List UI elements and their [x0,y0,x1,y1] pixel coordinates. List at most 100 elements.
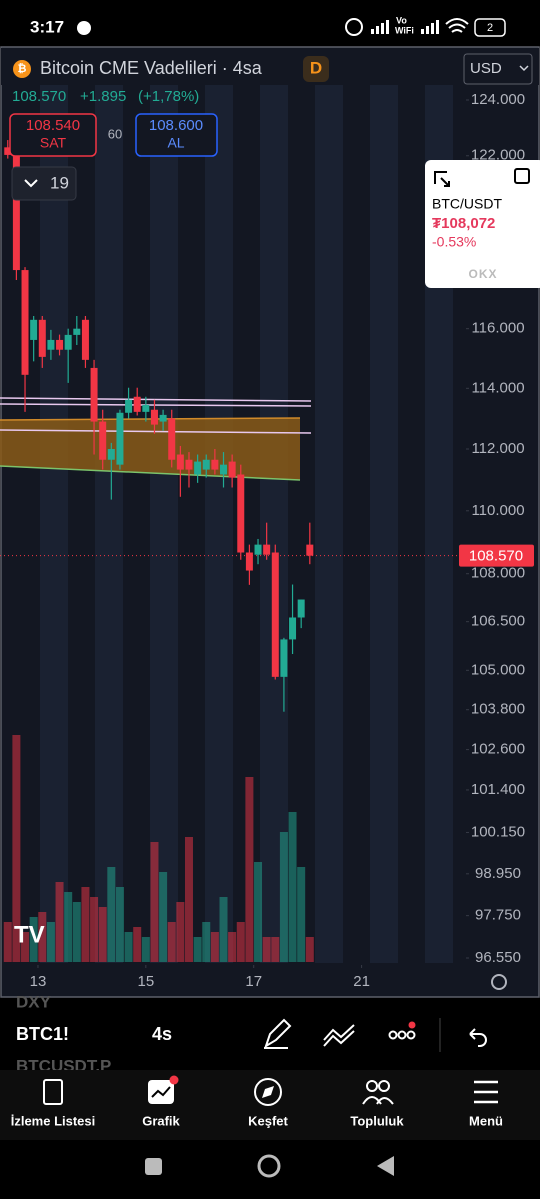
y-tick-label: 122.000 [471,147,525,164]
wifi-icon [445,18,469,33]
btc-glyph: ₿ [18,63,27,75]
change-pct: (+1,78%) [138,88,199,105]
candle-body [142,404,150,412]
candle-body [12,147,20,271]
candle-body [133,396,141,412]
y-tick-label: 103.800 [471,701,525,718]
draw-tool[interactable] [264,1018,292,1049]
popup[interactable] [425,160,540,288]
nav-label: İzleme Listesi [11,1113,96,1128]
volume-bar [64,892,73,962]
volume-bar [55,882,64,962]
nav-label: Topluluk [350,1113,404,1128]
badge: D [310,58,322,77]
volume-bar [124,932,133,962]
popup-symbol: BTC/USDT [432,196,502,212]
currency-select[interactable] [463,53,533,85]
lines-tool[interactable] [323,1024,355,1047]
candle-body [47,339,55,350]
volume-bar [193,937,202,962]
indicators [0,397,312,481]
price-axis: 124.000 122.000 116.000 114.000 112.000 110.0… [0,91,534,966]
recents[interactable] [145,1158,162,1175]
nav-label: Keşfet [248,1113,288,1128]
candle-body [176,454,184,470]
popup-price: ₮108,072 [432,215,495,232]
candle-body [245,552,253,571]
menu-icon[interactable] [474,1080,498,1104]
time: 3:17 [30,17,64,36]
y-tick-label: 98.950 [475,865,521,882]
x-tick-label: 21 [353,973,370,990]
last-price-label: 108.570 [469,548,523,565]
back[interactable] [377,1156,394,1176]
volume-bar [271,937,280,962]
volume-bar [202,922,211,962]
spread: 60 [108,126,122,141]
expand-icon[interactable] [514,168,530,184]
header-bg [1,48,539,85]
signal [421,20,439,34]
y-tick-label: 116.000 [471,320,524,337]
chevron [519,65,529,72]
candle-body [73,328,81,335]
community-icon[interactable] [362,1080,394,1105]
buy-label: AL [167,135,184,151]
undo[interactable] [469,1028,487,1047]
volume-bar [12,735,21,962]
volume-bar [219,897,228,962]
candle-layer [4,140,314,712]
watchlist-icon[interactable] [43,1079,63,1105]
app-icon [77,21,91,35]
y-tick-label: 100.150 [471,823,525,840]
icon [345,18,363,36]
volume-bar [167,922,176,962]
chart-glyph [151,1086,171,1098]
more-tool[interactable] [388,1030,416,1040]
symbol[interactable]: BTC1! [16,1024,69,1044]
volume-bar [210,932,219,962]
buy-price: 108.600 [149,117,203,134]
candle-body [237,474,245,553]
candle-body [81,319,89,360]
candle-body [228,461,236,478]
volume-bar [262,937,271,962]
candle-body [116,412,124,465]
volume-bar [254,862,263,962]
candle-body [194,461,202,475]
notification-dot [408,1021,416,1029]
volume-bar [297,867,306,962]
volume-bar [81,887,90,962]
buy-button[interactable] [135,113,218,157]
battery-level: 2 [487,22,493,34]
volume-bar [245,777,254,962]
explore-icon[interactable] [254,1078,282,1106]
nav-label: Menü [469,1113,503,1128]
popup-icon[interactable] [434,171,450,187]
y-tick-label: 124.000 [471,91,525,108]
volume-bar [38,912,47,962]
home[interactable] [257,1154,281,1178]
volume-bar [72,902,81,962]
volume-bar [29,917,38,962]
candle-body [280,639,288,677]
volume-bar [90,897,99,962]
volume-bar [288,812,297,962]
chart-icon[interactable] [148,1080,174,1104]
popup-change: -0.53% [432,234,476,250]
notification-dot [169,1075,179,1085]
volume-bar [236,922,245,962]
indicator-count: 19 [50,173,69,192]
y-tick-label: 102.600 [471,741,525,758]
candle-body [99,421,107,460]
wifi-label: WiFi [395,25,414,35]
volume-bar [184,837,193,962]
sell-button[interactable] [9,113,97,157]
y-tick-label: 96.550 [475,949,521,966]
nav-label: Grafik [142,1113,180,1128]
indicator-toggle[interactable] [11,166,77,201]
candle-body [56,339,64,350]
interval[interactable]: 4s [152,1024,172,1044]
settings-icon[interactable] [491,974,507,990]
